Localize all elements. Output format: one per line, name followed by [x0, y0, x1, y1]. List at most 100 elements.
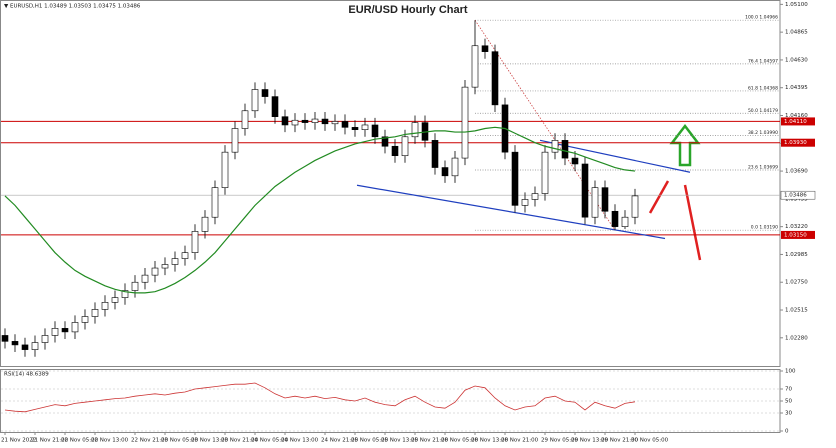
candle-body — [271, 96, 279, 117]
y-tick-label: 1.02985 — [785, 252, 808, 258]
fib-label: 50.0 1.04179 — [748, 108, 778, 114]
candle-body — [371, 124, 379, 138]
candle-body — [101, 302, 109, 310]
chart-title: EUR/USD Hourly Chart — [348, 4, 468, 16]
candle-body — [441, 167, 449, 177]
rsi-tick-label: 0 — [785, 429, 789, 435]
candle-body — [31, 342, 39, 350]
candle-body — [561, 140, 569, 159]
y-tick-label: 1.02280 — [785, 335, 808, 341]
candle-body — [611, 210, 619, 227]
x-tick-label: 23 Nov 13:00 — [191, 438, 229, 444]
fib-label: 76.4 1.04597 — [748, 58, 778, 64]
candle-body — [321, 118, 329, 125]
candle-body — [261, 89, 269, 97]
candle-body — [161, 264, 169, 269]
y-tick-label: 1.04630 — [785, 57, 808, 63]
candle-body — [131, 281, 139, 291]
candle-body — [411, 122, 419, 138]
candle-body — [541, 151, 549, 194]
main-panel — [0, 0, 781, 367]
header: ▼ EURUSD,H1 1.03489 1.03503 1.03475 1.03… — [4, 4, 141, 10]
candle-body — [11, 341, 19, 346]
y-tick-label: 1.04395 — [785, 85, 808, 91]
rsi-tick-label: 100 — [785, 369, 796, 375]
y-tick-label: 1.04160 — [785, 113, 808, 119]
price-tag-label: 1.03150 — [784, 232, 807, 238]
arrow-up-red — [648, 180, 670, 214]
candle-body — [571, 157, 579, 165]
candle-body — [191, 231, 199, 253]
price-tag-label: 1.04110 — [784, 119, 807, 125]
candle-body — [351, 127, 359, 131]
candle-body — [51, 328, 59, 336]
candle-body — [631, 195, 639, 218]
y-tick-label: 1.02515 — [785, 308, 808, 314]
candle-body — [281, 116, 289, 126]
candle-body — [471, 45, 479, 88]
candle-body — [81, 316, 89, 323]
x-tick-label: 28 Nov 21:00 — [501, 438, 539, 444]
candle-body — [141, 274, 149, 283]
rsi-tick-label: 30 — [785, 411, 792, 417]
rsi-title: RSI(14) 48.6389 — [4, 372, 49, 378]
candle-body — [241, 110, 249, 129]
candle-body — [621, 216, 629, 227]
fib-label: 61.8 1.04368 — [748, 85, 778, 91]
x-tick-label: 28 Nov 13:00 — [471, 438, 509, 444]
fib-label: 0.0 1.03190 — [751, 225, 778, 231]
candle-body — [581, 163, 589, 218]
rsi-tick-label: 50 — [785, 399, 792, 405]
candle-body — [381, 136, 389, 147]
x-tick-label: 21 Nov 21:00 — [31, 438, 69, 444]
price-tag — [781, 117, 815, 126]
candle-body — [331, 121, 339, 125]
candle-body — [71, 322, 79, 333]
candle-body — [431, 140, 439, 168]
price-tag-label: 1.03930 — [784, 140, 807, 146]
candle-body — [401, 136, 409, 157]
candle-body — [41, 335, 49, 343]
candle-body — [111, 297, 119, 303]
x-tick-label: 23 Nov 21:00 — [221, 438, 259, 444]
x-tick-label: 22 Nov 05:00 — [61, 438, 99, 444]
x-tick-label: 24 Nov 13:00 — [281, 438, 319, 444]
candle-body — [491, 51, 499, 106]
fib-label: 23.6 1.03699 — [748, 165, 778, 171]
candle-body — [461, 86, 469, 159]
candle-body — [591, 187, 599, 218]
candle-body — [151, 267, 159, 276]
candle-body — [361, 124, 369, 131]
x-tick-label: 30 Nov 05:00 — [631, 438, 669, 444]
candle-body — [511, 151, 519, 206]
x-tick-label: 25 Nov 21:00 — [411, 438, 449, 444]
x-tick-label: 24 Nov 21:00 — [321, 438, 359, 444]
candle-body — [231, 128, 239, 153]
y-tick-label: 1.03220 — [785, 224, 808, 230]
candle-body — [481, 45, 489, 52]
y-tick-label: 1.02750 — [785, 280, 808, 286]
candle-body — [201, 216, 209, 232]
rsi-line — [4, 382, 636, 413]
trendline — [356, 184, 666, 240]
current-price-tag — [780, 190, 816, 200]
current-price-label: 1.03486 — [784, 193, 807, 199]
candle-body — [1, 335, 9, 342]
candle-body — [341, 121, 349, 128]
x-tick-label: 25 Nov 05:00 — [351, 438, 389, 444]
fib-label: 38.2 1.03990 — [748, 130, 778, 136]
candle-body — [311, 118, 319, 123]
x-tick-label: 29 Nov 13:00 — [571, 438, 609, 444]
candle-body — [601, 187, 609, 212]
candle-body — [21, 344, 29, 350]
candle-body — [551, 140, 559, 153]
rsi-tick-label: 70 — [785, 387, 792, 393]
x-tick-label: 21 Nov 2022 — [1, 438, 36, 444]
x-tick-label: 29 Nov 21:00 — [601, 438, 639, 444]
candle-body — [171, 258, 179, 265]
price-tag — [781, 138, 815, 147]
fib-label: 100.0 1.04966 — [745, 15, 778, 21]
candle-body — [221, 151, 229, 188]
moving-average — [4, 126, 636, 294]
